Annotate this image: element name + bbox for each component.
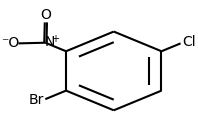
Text: O: O: [40, 8, 51, 22]
Text: N: N: [44, 35, 55, 49]
Text: +: +: [51, 34, 59, 44]
Text: Br: Br: [29, 93, 44, 107]
Text: Cl: Cl: [182, 35, 196, 49]
Text: ⁻O: ⁻O: [1, 36, 20, 50]
